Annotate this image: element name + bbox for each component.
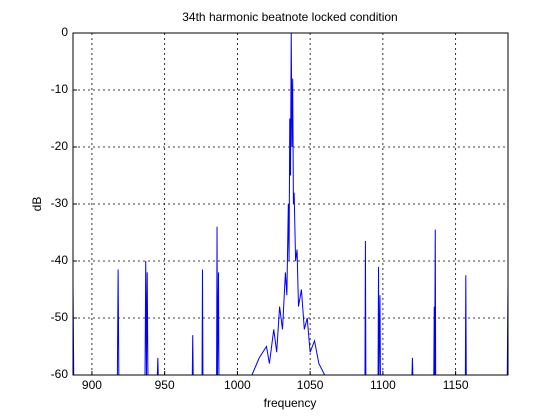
- y-tick-label: -40: [51, 253, 69, 267]
- x-tick-label: 1150: [443, 378, 469, 392]
- y-tick-label: -10: [51, 82, 69, 96]
- x-axis-label: frequency: [264, 396, 317, 410]
- y-tick-label: -20: [51, 139, 69, 153]
- y-tick-label: -50: [51, 310, 69, 324]
- chart-title: 34th harmonic beatnote locked condition: [182, 10, 397, 24]
- x-tick-label: 1100: [370, 378, 396, 392]
- x-tick-label: 950: [155, 378, 175, 392]
- y-axis-label: dB: [30, 197, 44, 212]
- y-tick-label: -60: [51, 367, 69, 381]
- axes-box: [72, 32, 509, 376]
- y-tick-label: -30: [51, 196, 69, 210]
- y-tick-label: 0: [61, 25, 68, 39]
- x-tick-label: 1050: [297, 378, 324, 392]
- x-tick-label: 900: [82, 378, 102, 392]
- x-tick-label: 1000: [224, 378, 251, 392]
